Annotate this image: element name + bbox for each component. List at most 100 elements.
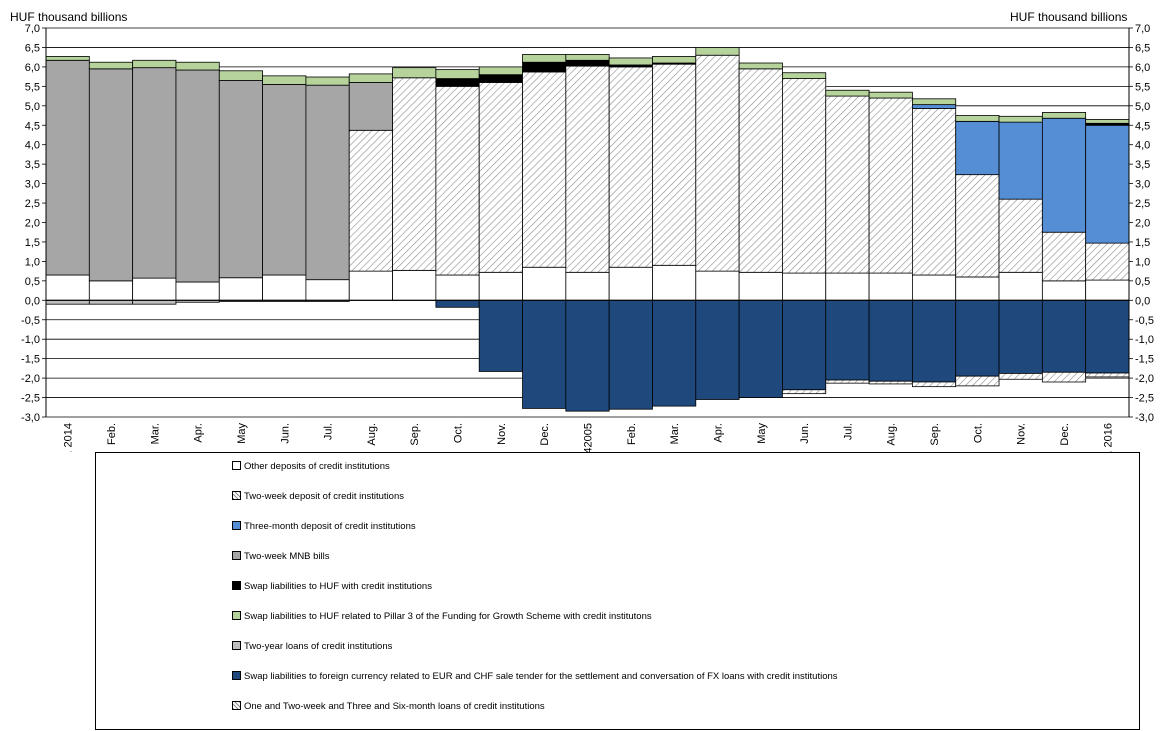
y-tick-label-right: 1,5: [1135, 237, 1150, 249]
x-tick-label: Feb.: [106, 423, 118, 445]
bar-segment-loans: [912, 381, 957, 388]
x-tick-label: Feb.: [626, 423, 638, 445]
bar-segment-swap_pillar3: [565, 54, 610, 61]
legend-label: One and Two-week and Three and Six-month…: [244, 701, 545, 712]
x-tick-label: Sep.: [409, 423, 421, 446]
bar-segment-swap_pillar3: [45, 55, 90, 61]
bar-segment-three_month_deposit: [998, 121, 1043, 200]
y-tick-label-right: 7,0: [1135, 23, 1150, 35]
bar-segment-other_deposits: [175, 281, 220, 301]
bar-segment-three_month_deposit: [1041, 117, 1087, 233]
legend-item-two_year_loans: Two-year loans of credit institutions: [232, 641, 392, 653]
bar-segment-two_week_deposit: [522, 71, 567, 268]
bar-segment-mnb_bills: [218, 80, 263, 279]
bar-segment-swap_pillar3: [825, 89, 870, 97]
x-tick-label: Jan. 2016: [1102, 423, 1114, 452]
x-tick-label: Aug.: [886, 423, 898, 446]
y-tick-label-left: -3,0: [21, 412, 40, 424]
y-tick-label-left: 3,5: [25, 159, 40, 171]
y-tick-label-left: 2,0: [25, 218, 40, 230]
bar-segment-loans: [998, 373, 1043, 380]
legend-swatch: [232, 521, 241, 530]
bar-segment-other_deposits: [305, 279, 350, 301]
y-tick-label-left: 3,0: [25, 179, 40, 191]
legend-swatch: [232, 461, 241, 470]
bar-segment-swap_pillar3: [782, 72, 827, 79]
legend-item-swap_huf: Swap liabilities to HUF with credit inst…: [232, 581, 432, 593]
legend-label: Swap liabilities to foreign currency rel…: [244, 671, 838, 682]
y-tick-label-right: -0,5: [1135, 315, 1154, 327]
x-tick-label: Nov.: [1016, 423, 1028, 445]
bar-segment-other_deposits: [565, 271, 610, 301]
bar-segment-other_deposits: [738, 271, 783, 301]
bar-segment-swap_pillar3: [652, 55, 697, 64]
bar-segment-mnb_bills: [88, 68, 134, 282]
bar-segment-other_deposits: [998, 271, 1043, 301]
bar-segment-swap_fx: [1041, 299, 1087, 373]
legend-swatch: [232, 491, 241, 500]
bar-segment-two_week_deposit: [652, 63, 697, 266]
y-tick-label-left: 1,5: [25, 237, 40, 249]
bar-segment-other_deposits: [435, 274, 480, 301]
bar-segment-two_week_deposit: [435, 85, 480, 276]
bar-segment-swap_pillar3: [955, 115, 1000, 122]
bar-segment-two_week_deposit: [695, 54, 740, 272]
bar-segment-three_month_deposit: [1085, 124, 1130, 244]
bar-segment-mnb_bills: [305, 84, 350, 281]
bar-segment-other_deposits: [912, 274, 957, 301]
y-tick-label-right: 4,5: [1135, 120, 1150, 132]
bar-segment-mnb_bills: [132, 67, 177, 279]
y-tick-label-right: 2,5: [1135, 198, 1150, 210]
bar-segment-other_deposits: [218, 277, 263, 301]
bar-segment-swap_huf: [522, 61, 567, 73]
bar-segment-swap_fx: [652, 299, 697, 407]
bar-segment-swap_pillar3: [868, 91, 913, 99]
y-tick-label-left: 0,5: [25, 276, 40, 288]
bar-segment-other_deposits: [1085, 279, 1130, 301]
legend-swatch: [232, 611, 241, 620]
y-tick-label-right: -1,5: [1135, 354, 1154, 366]
x-tick-label: Oct.: [453, 423, 465, 443]
y-tick-label-right: -1,0: [1135, 334, 1154, 346]
bar-segment-swap_pillar3: [478, 66, 523, 76]
y-tick-label-left: -0,5: [21, 315, 40, 327]
y-tick-label-left: 7,0: [25, 23, 40, 35]
bar-segment-two_week_deposit: [348, 129, 393, 272]
bar-segment-other_deposits: [782, 272, 827, 301]
x-tick-label: Aug.: [366, 423, 378, 446]
bar-segment-other_deposits: [392, 269, 437, 301]
legend-swatch: [232, 641, 241, 650]
x-tick-label: Mar.: [669, 423, 681, 444]
legend-label: Two-week deposit of credit institutions: [244, 491, 404, 502]
bar-segment-mnb_bills: [175, 69, 220, 283]
bar-segment-mnb_bills: [45, 59, 90, 276]
bar-segment-swap_pillar3: [1041, 112, 1087, 119]
y-tick-label-left: 1,0: [25, 256, 40, 268]
legend-item-swap_fx: Swap liabilities to foreign currency rel…: [232, 671, 838, 683]
y-tick-label-left: 5,0: [25, 101, 40, 113]
legend-item-other_deposits: Other deposits of credit institutions: [232, 461, 390, 473]
y-tick-label-left: 4,5: [25, 120, 40, 132]
bar-segment-swap_pillar3: [218, 70, 263, 81]
y-axis-unit-left: HUF thousand billions: [10, 10, 128, 24]
legend-label: Two-year loans of credit institutions: [244, 641, 393, 652]
bar-segment-swap_fx: [912, 299, 957, 383]
x-tick-label: Apr.: [193, 423, 205, 443]
bar-segment-other_deposits: [825, 272, 870, 301]
x-tick-label: May: [756, 423, 768, 444]
legend-item-loans: One and Two-week and Three and Six-month…: [232, 701, 545, 713]
x-tick-label: Dec.: [539, 423, 551, 446]
legend-label: Two-week MNB bills: [244, 551, 330, 562]
bar-segment-other_deposits: [262, 274, 307, 301]
bar-segment-swap_pillar3: [305, 76, 350, 86]
x-tick-label: Mar.: [149, 423, 161, 444]
x-tick-label: Dec.: [1059, 423, 1071, 446]
bar-segment-two_week_deposit: [912, 108, 957, 276]
bar-segment-swap_huf: [478, 74, 523, 83]
bar-segment-two_week_deposit: [1041, 231, 1087, 282]
y-tick-label-left: 5,5: [25, 81, 40, 93]
y-tick-label-left: 6,5: [25, 42, 40, 54]
bar-segment-swap_fx: [522, 299, 567, 409]
bar-segment-swap_fx: [1085, 299, 1130, 374]
bar-segment-loans: [1085, 372, 1130, 378]
